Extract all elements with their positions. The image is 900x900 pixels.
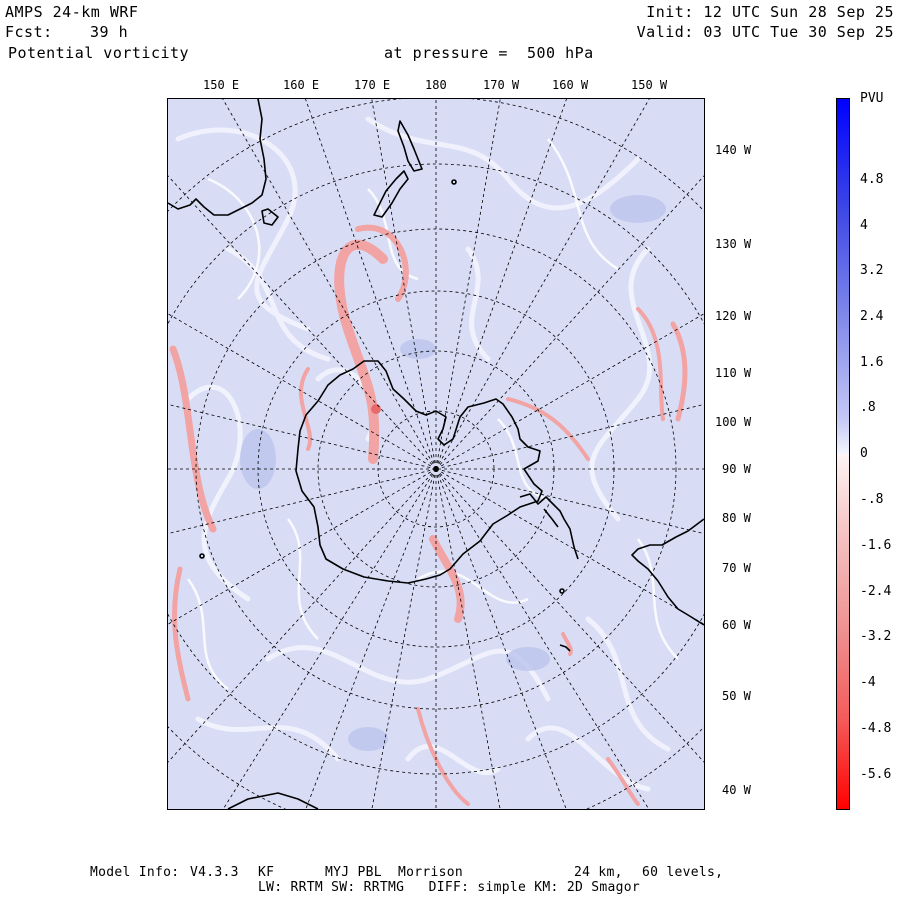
lon-label-top: 150 W <box>631 78 668 92</box>
colorbar-label: -.8 <box>860 492 884 507</box>
map-panel <box>167 98 705 810</box>
new-zealand-coast <box>397 120 423 172</box>
footer-cumulus: KF <box>258 865 275 880</box>
lon-label-right: 130 W <box>715 237 752 251</box>
lon-label-right: 90 W <box>722 462 751 476</box>
forecast-hour: 39 h <box>90 23 129 41</box>
lon-label-right: 120 W <box>715 309 752 323</box>
lon-label-right: 110 W <box>715 366 752 380</box>
colorbar-label: 4 <box>860 218 868 233</box>
island-marker <box>199 553 205 559</box>
colorbar-positive <box>837 99 849 454</box>
longitude-meridians <box>168 99 704 809</box>
colorbar-label: 2.4 <box>860 309 884 324</box>
island-coast <box>559 644 571 652</box>
footer-resolution: 24 km, <box>574 865 623 880</box>
footer-microphysics: Morrison <box>398 865 464 880</box>
lon-label-top: 160 W <box>552 78 589 92</box>
lon-label-right: 50 W <box>722 689 751 703</box>
colorbar-unit: PVU <box>860 91 884 106</box>
lon-label-right: 70 W <box>722 561 751 575</box>
africa-coast <box>227 792 319 809</box>
footer-physics: LW: RRTM SW: RRTMG DIFF: simple KM: 2D S… <box>258 880 640 895</box>
valid-time: Valid: 03 UTC Tue 30 Sep 25 <box>636 23 894 41</box>
footer-version: V4.3.3 <box>190 865 239 880</box>
lon-label-top: 180 <box>425 78 447 92</box>
colorbar-label: -2.4 <box>860 584 892 599</box>
forecast-label: Fcst: <box>5 23 53 41</box>
lon-label-right: 80 W <box>722 511 751 525</box>
colorbar-label: -3.2 <box>860 629 892 644</box>
south-america-coast <box>631 518 704 626</box>
lon-label-right: 60 W <box>722 618 751 632</box>
pv-filaments-light <box>175 116 671 792</box>
model-title: AMPS 24-km WRF <box>5 3 139 21</box>
potential-vorticity-map <box>168 99 704 809</box>
colorbar-label: 1.6 <box>860 355 884 370</box>
footer-pbl: MYJ PBL <box>325 865 382 880</box>
pv-negative-spot <box>371 404 381 414</box>
colorbar-label: 0 <box>860 446 868 461</box>
australia-coast <box>168 99 267 216</box>
lon-label-top: 150 E <box>203 78 240 92</box>
pressure-level: at pressure = 500 hPa <box>384 44 594 62</box>
lon-label-right: 140 W <box>715 143 752 157</box>
island-marker <box>451 179 457 185</box>
footer-model-info-label: Model Info: <box>90 865 180 880</box>
colorbar-label: 4.8 <box>860 172 884 187</box>
colorbar-label: -1.6 <box>860 538 892 553</box>
antarctica-coast <box>295 360 543 584</box>
colorbar-label: -5.6 <box>860 767 892 782</box>
island-marker <box>559 588 565 594</box>
colorbar-negative <box>837 454 849 809</box>
colorbar-label: 3.2 <box>860 263 884 278</box>
pv-positive-patches <box>240 195 666 751</box>
lon-label-top: 170 E <box>354 78 391 92</box>
lon-label-top: 170 W <box>483 78 520 92</box>
coastlines <box>168 99 704 809</box>
colorbar-label: -4 <box>860 675 876 690</box>
lon-label-right: 100 W <box>715 415 752 429</box>
init-time: Init: 12 UTC Sun 28 Sep 25 <box>646 3 894 21</box>
footer-levels: 60 levels, <box>642 865 724 880</box>
colorbar-label: -4.8 <box>860 721 892 736</box>
tasmania-coast <box>261 208 279 226</box>
lon-label-top: 160 E <box>283 78 320 92</box>
pv-filaments-white <box>186 138 679 690</box>
colorbar-label: .8 <box>860 400 876 415</box>
field-name: Potential vorticity <box>8 44 190 62</box>
lon-label-right: 40 W <box>722 783 751 797</box>
colorbar <box>836 98 850 810</box>
